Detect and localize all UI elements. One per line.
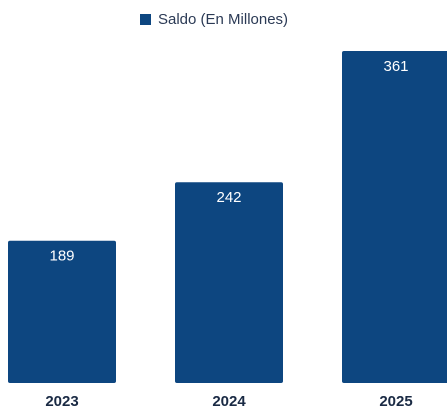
x-tick-label: 2024 [212,393,246,410]
bar [342,50,447,383]
bar [175,182,283,383]
bar [8,240,116,383]
legend-label: Saldo (En Millones) [158,11,288,28]
x-tick-label: 2023 [45,393,78,410]
legend-swatch [140,14,151,25]
x-tick-label: 2025 [379,393,412,410]
value-label: 242 [216,189,241,206]
value-label: 189 [49,248,74,265]
value-label: 361 [383,58,408,75]
